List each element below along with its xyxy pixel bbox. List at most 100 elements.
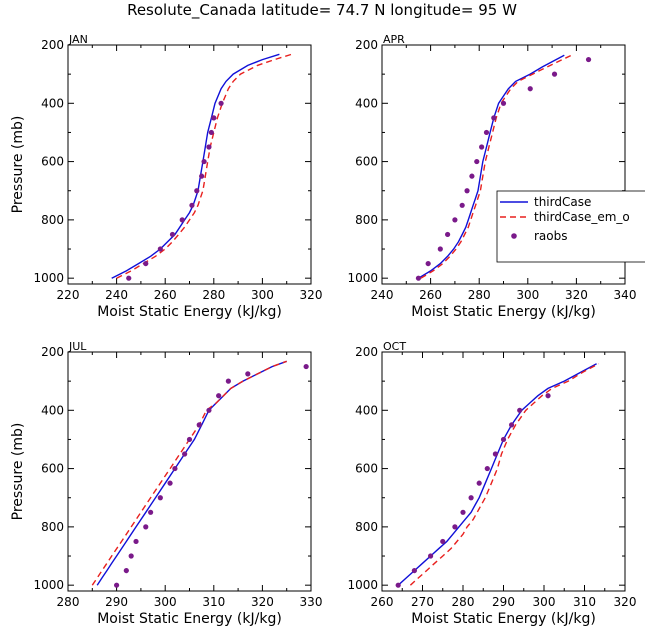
chart1-series-raobs-point	[585, 56, 592, 63]
chart0-month-label: JAN	[68, 33, 88, 46]
panel-jul: JUL 200 400 600 800 1000 280 290 300 310 320 330 Moi…	[10, 340, 322, 627]
chart1-ytick-label: 600	[355, 155, 378, 169]
chart1-series-raobs-point	[425, 260, 431, 267]
chart1-xtick-label: 300	[516, 288, 539, 302]
chart0-series-raobs-point	[157, 246, 163, 252]
chart0-series-raobs-point	[143, 260, 149, 267]
chart3-series-thirdcase-em-o-line	[409, 363, 600, 586]
chart3-xtick-label: 320	[614, 595, 637, 609]
chart0-xtick-label: 300	[251, 288, 274, 302]
chart1-series-raobs-point	[500, 100, 507, 106]
chart3-series-raobs-point	[509, 422, 515, 428]
chart0-xtick-label: 220	[57, 288, 80, 302]
chart2-xtick-label: 330	[300, 595, 323, 609]
chart1-series-raobs-point	[445, 231, 451, 238]
chart2-month-label: JUL	[68, 340, 87, 353]
chart0-ytick-label: 1000	[33, 271, 64, 285]
chart1-series-raobs-point	[415, 275, 422, 281]
chart2-series-raobs-point	[172, 465, 178, 472]
chart2-series-raobs-point	[225, 378, 231, 384]
chart0-series-raobs-point	[199, 173, 205, 179]
chart3-xtick-label: 260	[371, 595, 394, 609]
legend-label-raobs: raobs	[534, 229, 568, 243]
legend-box	[496, 190, 645, 263]
chart3-series-raobs-point	[411, 567, 417, 574]
panel-oct: OCT 200 400 600 800 1000 260 270 280 290 300 310 320…	[347, 340, 636, 627]
chart2-ylabel: Pressure (mb)	[10, 423, 26, 521]
chart1-series-raobs-point	[551, 71, 558, 77]
chart0-series-raobs-point	[189, 202, 195, 208]
chart1-ytick-label: 800	[355, 213, 378, 227]
chart3-xtick-label: 290	[492, 595, 515, 609]
legend-label-thirdcase: thirdCase	[534, 195, 591, 209]
chart0-series-thirdcase-line	[111, 53, 280, 279]
legend-swatch-raobs	[511, 233, 517, 239]
chart3-xtick-label: 280	[452, 595, 475, 609]
chart0-series-raobs-point	[208, 129, 214, 136]
chart3-series-raobs-point	[428, 553, 434, 559]
chart3-series-raobs-point	[484, 465, 490, 472]
chart2-series-raobs-point	[148, 509, 154, 515]
chart2-ytick-label: 1000	[33, 578, 64, 592]
chart1-series-raobs-point	[452, 217, 458, 223]
chart3-series-raobs-point	[545, 393, 551, 399]
chart2-frame	[67, 351, 312, 592]
chart0-series-raobs-point	[194, 188, 200, 194]
chart3-series-raobs-point	[468, 495, 474, 501]
chart3-xtick-label: 270	[411, 595, 434, 609]
chart2-series-thirdcase-em-o-line	[91, 360, 287, 586]
chart3-xtick-label: 300	[533, 595, 556, 609]
chart2-series-raobs-point	[167, 480, 173, 486]
chart1-series-raobs-point	[464, 188, 470, 194]
chart1-series-raobs-point	[437, 246, 443, 252]
chart2-ytick-label: 600	[41, 462, 64, 476]
legend: thirdCase thirdCase_em_o raobs	[496, 190, 645, 263]
chart2-xtick-label: 280	[57, 595, 80, 609]
chart3-xlabel: Moist Static Energy (kJ/kg)	[411, 611, 596, 627]
chart1-series-raobs-point	[491, 115, 497, 121]
chart3-series-raobs-point	[460, 509, 466, 515]
chart0-series-raobs-point	[169, 231, 176, 238]
chart3-ytick-label: 1000	[347, 578, 378, 592]
figure-title: Resolute_Canada latitude= 74.7 N longitu…	[127, 1, 517, 20]
panel-jan: JAN 200 400 600 800 1000 220 240 260 280 300 320 Moi…	[10, 33, 322, 320]
chart1-xtick-label: 280	[468, 288, 491, 302]
chart3-xtick-label: 310	[573, 595, 596, 609]
panel-apr: APR 200 400 600 800 1000 240 260 280 300 320 340 Moi…	[347, 33, 636, 320]
chart2-xlabel: Moist Static Energy (kJ/kg)	[97, 611, 282, 627]
chart0-ytick-label: 800	[41, 213, 64, 227]
chart1-series-raobs-point	[469, 173, 475, 179]
chart1-series-raobs-point	[474, 158, 480, 165]
chart0-xtick-label: 280	[202, 288, 225, 302]
chart2-xtick-label: 320	[251, 595, 274, 609]
chart0-xtick-label: 260	[154, 288, 177, 302]
chart2-ytick-label: 400	[41, 403, 64, 417]
chart2-series-raobs-point	[182, 451, 188, 457]
chart1-ytick-label: 1000	[347, 271, 378, 285]
legend-label-em: thirdCase_em_o	[534, 210, 630, 224]
chart0-series-raobs-point	[218, 100, 224, 106]
chart1-series-raobs-point	[459, 202, 465, 208]
chart0-frame	[67, 44, 312, 285]
chart1-series-raobs-point	[527, 86, 533, 92]
chart2-xtick-label: 300	[154, 595, 177, 609]
chart1-xlabel: Moist Static Energy (kJ/kg)	[411, 304, 596, 320]
chart3-ytick-label: 800	[355, 520, 378, 534]
chart2-xtick-label: 290	[105, 595, 128, 609]
chart2-series-raobs-point	[303, 363, 309, 370]
chart3-series-thirdcase-line	[397, 363, 597, 586]
chart0-series-raobs-point	[211, 115, 217, 121]
chart3-ytick-label: 400	[355, 403, 378, 417]
chart2-series-raobs-point	[128, 553, 134, 559]
chart0-ytick-label: 200	[41, 38, 64, 52]
chart3-series-raobs-point	[517, 407, 523, 413]
chart1-series-raobs-point	[483, 129, 490, 136]
chart3-series-raobs-point	[452, 524, 458, 530]
chart3-frame	[381, 351, 626, 592]
chart1-xtick-label: 240	[371, 288, 394, 302]
chart2-series-raobs-point	[206, 407, 212, 413]
chart0-xtick-label: 240	[105, 288, 128, 302]
chart0-ytick-label: 400	[41, 96, 64, 110]
chart3-ytick-label: 600	[355, 462, 378, 476]
